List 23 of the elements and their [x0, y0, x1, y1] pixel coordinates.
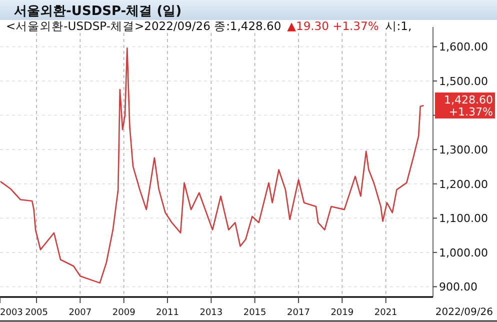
annotation: 1,428.60 +1.37%	[444, 93, 493, 118]
x-tick-label: 2021	[374, 308, 398, 318]
x-tick-label: 2005	[25, 308, 48, 318]
annotation: ▲19.30 +1.37%	[287, 19, 379, 33]
x-tick-label: 2015	[243, 308, 266, 318]
x-tick-label: 2009	[112, 308, 136, 318]
annotation: <서울외환-USDSP-체결>2022/09/26 종:1,428.60	[6, 19, 282, 33]
x-tick-label: 2007	[68, 308, 92, 318]
y-tick-label: 1,500.00	[439, 75, 488, 88]
y-tick-label: 1,200.00	[439, 178, 488, 191]
text: 2022/09/26	[435, 307, 493, 318]
y-tick-label: 1,000.00	[439, 246, 488, 260]
y-tick-label: 1,300.00	[439, 144, 488, 157]
y-tick-label: 900.00	[439, 280, 478, 294]
annotation: 시:1,	[384, 19, 412, 33]
x-tick-label: 2003	[0, 308, 23, 318]
y-tick-label: 1,100.00	[439, 212, 488, 226]
x-tick-label: 2013	[200, 308, 223, 318]
x-tick-label: 2017	[287, 308, 310, 318]
x-tick-label: 2011	[156, 308, 179, 318]
y-tick-label: 1,600.00	[439, 40, 488, 54]
chart-title: 서울외환-USDSP-체결 (일)	[14, 4, 182, 19]
x-tick-label: 2019	[330, 308, 354, 318]
